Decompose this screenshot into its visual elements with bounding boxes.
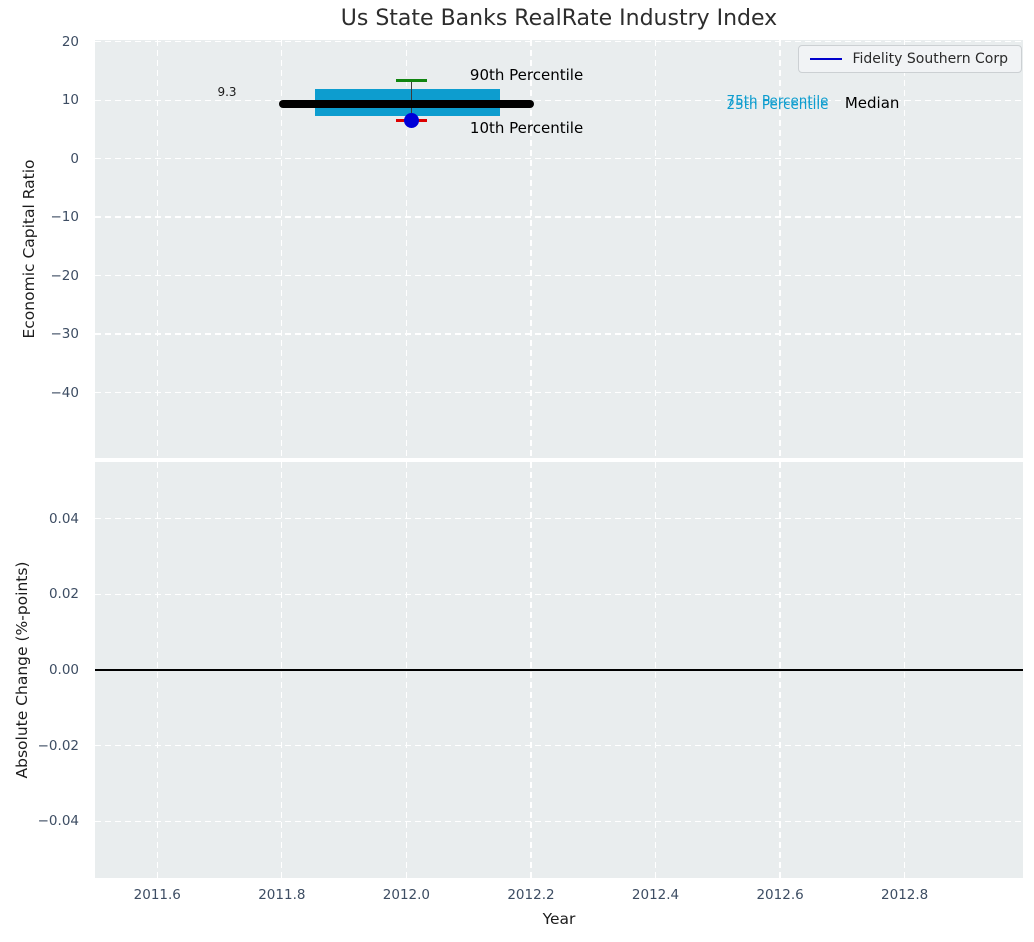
top-plot-y-tick-labels: 20 10 0 −10 −20 −30 −40 [0, 34, 80, 458]
bottom-y-axis-label: Absolute Change (%-points) [13, 561, 31, 779]
h-gridline [95, 158, 1023, 160]
y-tick-label: 20 [61, 33, 79, 50]
legend-label: Fidelity Southern Corp [852, 51, 1008, 67]
top-plot-economic-capital-ratio: 9.3 90th Percentile 10th Percentile 75th Pe… [95, 40, 1023, 458]
h-gridline [95, 593, 1023, 595]
v-gridline [281, 40, 283, 458]
x-tick-label: 2011.6 [133, 887, 181, 903]
v-gridline [156, 40, 158, 458]
mark-zero-line [95, 669, 1023, 671]
bottom-plot-absolute-change [95, 462, 1023, 878]
v-gridline [530, 40, 532, 458]
top-y-axis-label: Economic Capital Ratio [20, 159, 38, 339]
x-tick-labels: 2011.6 2011.8 2012.0 2012.2 2012.4 2012.6 2012… [95, 878, 1023, 908]
mark-p90-cap [395, 79, 427, 83]
h-gridline [95, 333, 1023, 335]
x-tick-label: 2012.2 [507, 887, 555, 903]
v-gridline [779, 40, 781, 458]
x-tick-label: 2012.0 [382, 887, 431, 903]
y-tick-label: 0 [70, 150, 79, 167]
v-gridline [405, 40, 408, 458]
x-tick-label: 2011.8 [258, 887, 306, 903]
legend-line-sample [810, 57, 843, 61]
x-tick-label: 2012.8 [881, 887, 929, 903]
y-tick-label: −0.04 [37, 813, 79, 830]
mark-median-line [278, 100, 535, 109]
v-gridline [904, 40, 906, 458]
y-tick-label: 0.02 [48, 586, 79, 603]
h-gridline [95, 41, 1023, 43]
chart-title: Us State Banks RealRate Industry Index [340, 6, 778, 31]
y-tick-label: −0.02 [37, 737, 79, 754]
y-tick-label: −10 [50, 209, 80, 226]
h-gridline [95, 820, 1023, 822]
annotation: 10th Percentile [469, 119, 584, 138]
y-tick-label: −40 [50, 384, 80, 401]
y-tick-label: −30 [50, 326, 80, 343]
h-gridline [95, 391, 1023, 394]
h-gridline [95, 744, 1023, 747]
annotation: 9.3 [217, 85, 237, 100]
y-tick-label: 0.00 [48, 662, 79, 678]
y-tick-label: 10 [61, 92, 79, 109]
mark-series-dot [403, 113, 419, 129]
h-gridline [95, 518, 1023, 520]
y-tick-label: 0.04 [48, 510, 79, 527]
h-gridline [95, 274, 1023, 277]
y-tick-label: −20 [50, 267, 80, 284]
annotation: Median [844, 94, 900, 113]
annotation: 25th Percentile [726, 97, 829, 113]
bottom-plot-y-tick-labels: 0.04 0.02 0.00 −0.02 −0.04 [0, 462, 79, 878]
h-gridline [95, 99, 1023, 101]
h-gridline [95, 216, 1023, 218]
x-axis-label: Year [542, 910, 576, 928]
x-tick-label: 2012.4 [631, 887, 680, 903]
v-gridline [654, 40, 657, 458]
annotation: 75th Percentile [726, 92, 829, 109]
legend: Fidelity Southern Corp [798, 45, 1022, 73]
annotation: 90th Percentile [469, 66, 584, 85]
x-tick-label: 2012.6 [756, 887, 804, 903]
